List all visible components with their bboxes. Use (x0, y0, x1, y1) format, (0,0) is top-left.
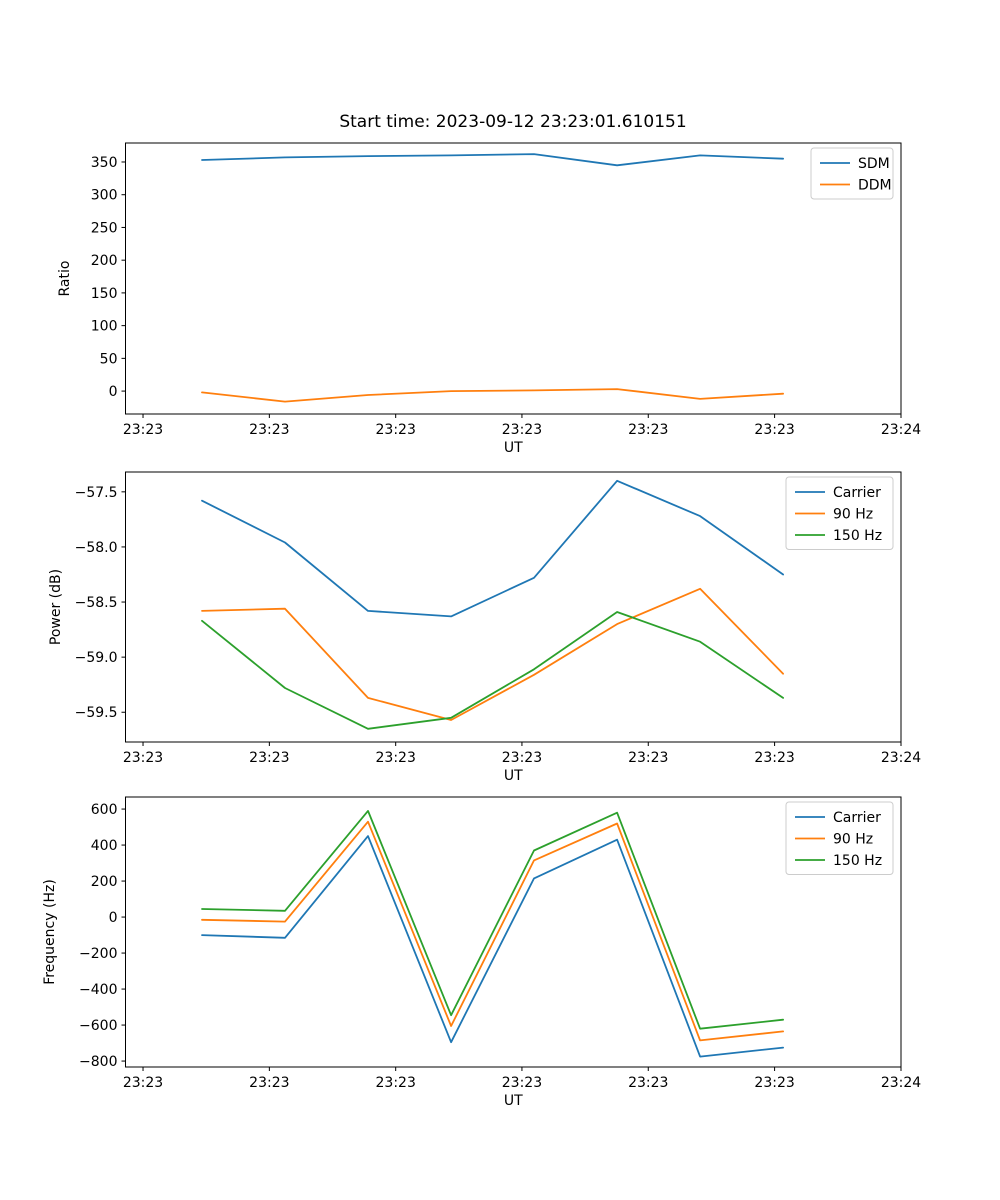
x-tick-label: 23:23 (249, 750, 289, 766)
x-tick-label: 23:23 (249, 1075, 289, 1091)
x-tick-label: 23:23 (123, 1075, 163, 1091)
axes-frame (125, 471, 902, 743)
x-tick-label: 23:23 (628, 1075, 668, 1091)
axes-frame (125, 796, 902, 1068)
y-tick-label: −58.0 (75, 540, 118, 556)
y-tick-label: 50 (100, 351, 118, 367)
y-tick-label: −200 (79, 946, 117, 962)
x-tick-label: 23:23 (754, 1075, 794, 1091)
y-tick-label: 100 (91, 319, 118, 335)
chart-title: Start time: 2023-09-12 23:23:01.610151 (339, 112, 687, 132)
y-tick-label: −600 (79, 1018, 117, 1034)
y-tick-label: 150 (91, 286, 118, 302)
y-tick-label: 0 (109, 384, 118, 400)
x-axis-label: UT (504, 1093, 523, 1109)
y-tick-label: −800 (79, 1054, 117, 1070)
legend-label-carrier: Carrier (833, 485, 881, 501)
x-tick-label: 23:24 (881, 750, 921, 766)
subplot-ratio: 0 50 100 150 200 250 300 350 23:23 23:23 23:23 23:2… (57, 142, 921, 456)
y-tick-label: 200 (91, 253, 118, 269)
series-line-sdm (201, 153, 784, 167)
y-tick-label: −57.5 (75, 485, 118, 501)
x-tick-label: 23:23 (376, 1075, 416, 1091)
y-axis-label: Power (dB) (48, 569, 64, 645)
x-tick-label: 23:23 (502, 422, 542, 438)
x-tick-label: 23:23 (754, 750, 794, 766)
legend: SDM DDM (810, 147, 894, 200)
x-tick-label: 23:24 (881, 422, 921, 438)
legend: Carrier 90 Hz 150 Hz (785, 476, 894, 550)
y-tick-label: 400 (91, 838, 118, 854)
series-line-90-hz (201, 820, 784, 1042)
x-tick-label: 23:23 (249, 422, 289, 438)
y-tick-label: −400 (79, 982, 117, 998)
y-tick-label: 0 (109, 910, 118, 926)
legend-label-150-hz: 150 Hz (833, 528, 882, 544)
y-tick-label: −59.0 (75, 650, 118, 666)
legend-label-90-hz: 90 Hz (833, 832, 873, 848)
x-tick-label: 23:23 (376, 422, 416, 438)
subplot-frequency: 600 400 200 0 −200 −400 −600 −800 23:23 23:23 23:2… (42, 796, 921, 1109)
legend-label-ddm: DDM (858, 178, 892, 194)
y-tick-label: 200 (91, 874, 118, 890)
subplot-power: −57.5 −58.0 −58.5 −59.0 −59.5 23:23 23:23 23:23… (48, 471, 921, 784)
legend-box (810, 147, 894, 200)
y-tick-label: −58.5 (75, 595, 118, 611)
x-tick-label: 23:23 (123, 422, 163, 438)
series-line-90-hz (201, 587, 784, 721)
y-tick-label: 250 (91, 220, 118, 236)
legend-label-150-hz: 150 Hz (833, 853, 882, 869)
x-axis-label: UT (504, 768, 523, 784)
axes-frame (125, 142, 902, 415)
series-line-ddm (201, 388, 784, 403)
legend: Carrier 90 Hz 150 Hz (785, 801, 894, 875)
x-tick-label: 23:23 (754, 422, 794, 438)
y-tick-label: 350 (91, 155, 118, 171)
series-line-150-hz (201, 611, 784, 730)
legend-box (785, 801, 894, 875)
y-tick-label: −59.5 (75, 705, 118, 721)
legend-label-90-hz: 90 Hz (833, 507, 873, 523)
y-axis-label: Frequency (Hz) (42, 879, 58, 985)
x-tick-label: 23:24 (881, 1075, 921, 1091)
y-axis-label: Ratio (57, 261, 73, 297)
series-line-150-hz (201, 810, 784, 1030)
x-tick-label: 23:23 (502, 1075, 542, 1091)
x-tick-label: 23:23 (628, 422, 668, 438)
x-axis-label: UT (504, 440, 523, 456)
x-tick-label: 23:23 (123, 750, 163, 766)
y-tick-label: 300 (91, 188, 118, 204)
series-line-carrier (201, 835, 784, 1058)
x-tick-label: 23:23 (502, 750, 542, 766)
x-tick-label: 23:23 (376, 750, 416, 766)
legend-box (785, 476, 894, 550)
series-line-carrier (201, 479, 784, 618)
legend-label-carrier: Carrier (833, 810, 881, 826)
x-tick-label: 23:23 (628, 750, 668, 766)
legend-label-sdm: SDM (858, 156, 890, 172)
y-tick-label: 600 (91, 802, 118, 818)
